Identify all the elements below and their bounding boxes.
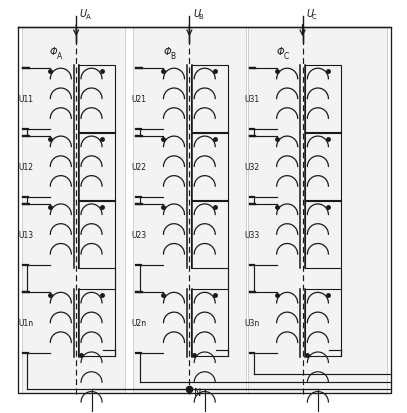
Text: U: U bbox=[193, 9, 200, 19]
Text: N: N bbox=[194, 387, 201, 397]
Text: A: A bbox=[57, 52, 62, 61]
Bar bbox=[304, 202, 341, 268]
Bar bbox=[78, 290, 115, 356]
Bar bbox=[191, 202, 228, 268]
Bar bbox=[78, 134, 115, 200]
Bar bbox=[304, 66, 341, 133]
Text: U11: U11 bbox=[18, 95, 33, 104]
Text: U: U bbox=[306, 9, 313, 19]
Text: Φ: Φ bbox=[163, 47, 171, 57]
Text: U21: U21 bbox=[131, 95, 146, 104]
Text: U1n: U1n bbox=[18, 318, 33, 328]
Text: U32: U32 bbox=[244, 163, 259, 172]
Text: C: C bbox=[283, 52, 289, 61]
Bar bbox=[78, 202, 115, 268]
Text: C: C bbox=[312, 14, 317, 19]
Bar bbox=[191, 66, 228, 133]
Bar bbox=[304, 290, 341, 356]
Text: U31: U31 bbox=[244, 95, 259, 104]
Text: U13: U13 bbox=[18, 230, 33, 240]
Bar bbox=[22, 28, 125, 393]
Text: B: B bbox=[170, 52, 175, 61]
Text: B: B bbox=[199, 14, 204, 19]
Text: Φ: Φ bbox=[276, 47, 284, 57]
Text: U12: U12 bbox=[18, 163, 33, 172]
Bar bbox=[304, 134, 341, 200]
Text: U2n: U2n bbox=[131, 318, 146, 328]
Text: U23: U23 bbox=[131, 230, 146, 240]
Bar bbox=[191, 290, 228, 356]
Bar bbox=[191, 134, 228, 200]
Bar bbox=[133, 28, 246, 393]
Text: U3n: U3n bbox=[244, 318, 260, 328]
Text: A: A bbox=[85, 14, 90, 19]
Text: U22: U22 bbox=[131, 163, 146, 172]
Text: U: U bbox=[80, 9, 87, 19]
Bar bbox=[78, 66, 115, 133]
Bar bbox=[248, 28, 387, 393]
Text: Φ: Φ bbox=[50, 47, 57, 57]
Text: U33: U33 bbox=[244, 230, 260, 240]
